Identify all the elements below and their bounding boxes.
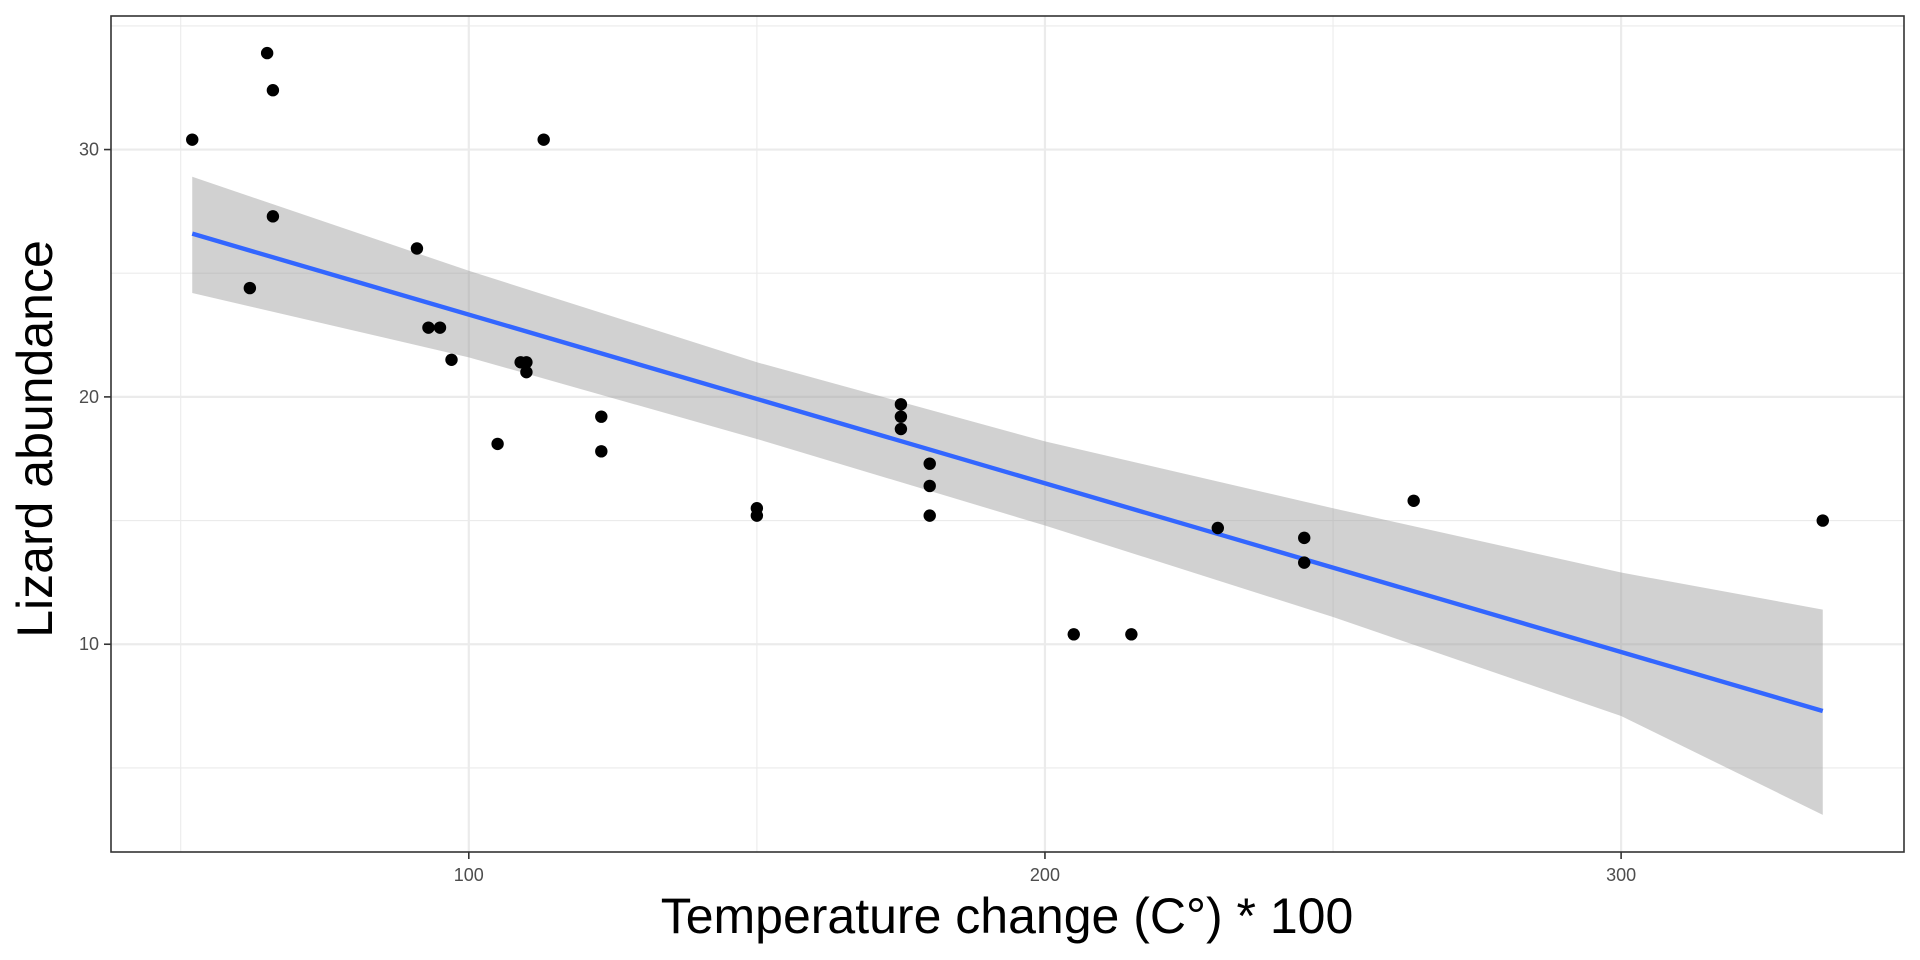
y-tick-label: 20 [79,387,99,407]
x-axis-title: Temperature change (C°) * 100 [661,888,1354,944]
data-point [595,410,608,423]
data-point [1211,521,1224,535]
data-point [750,509,764,522]
data-point [410,242,424,255]
y-axis-ticks: 10 20 30 [79,140,111,654]
y-axis-title: Lizard abundance [7,240,63,638]
confidence-band-layer [192,176,1823,815]
x-tick-label: 300 [1606,865,1636,885]
data-point [537,133,550,146]
data-point [266,210,280,223]
data-point [923,479,936,493]
panel-border-layer [110,15,1905,853]
x-axis-ticks: 100 200 300 [454,852,1636,885]
fit-line-layer [191,231,1824,714]
data-point [491,437,504,451]
data-point [595,445,608,458]
points-layer [186,46,1829,641]
data-point [1067,628,1080,641]
data-point [1125,628,1138,641]
data-point [186,133,199,146]
data-point [1298,531,1311,545]
major-gridlines [111,16,1904,852]
data-point [445,353,458,366]
plot-panel [111,16,1904,852]
data-point [1816,514,1829,527]
data-point [520,365,533,379]
y-tick-label: 30 [79,140,99,160]
x-tick-label: 100 [454,865,484,885]
regression-line [191,231,1824,714]
data-point [433,321,447,334]
minor-gridlines [111,16,1904,852]
x-tick-label: 200 [1030,865,1060,885]
data-point [266,84,280,97]
data-point [243,281,257,295]
data-point [894,422,908,436]
panel-background [111,16,1904,852]
y-tick-label: 10 [79,634,99,654]
data-point [923,509,936,522]
data-point [1298,556,1311,569]
data-point [894,398,908,411]
panel-border [110,15,1905,853]
data-point [260,46,274,60]
data-point [923,457,936,470]
data-point [422,321,435,334]
confidence-band [192,176,1823,815]
data-point [520,356,533,369]
data-point [894,410,908,423]
data-point [1407,494,1420,507]
